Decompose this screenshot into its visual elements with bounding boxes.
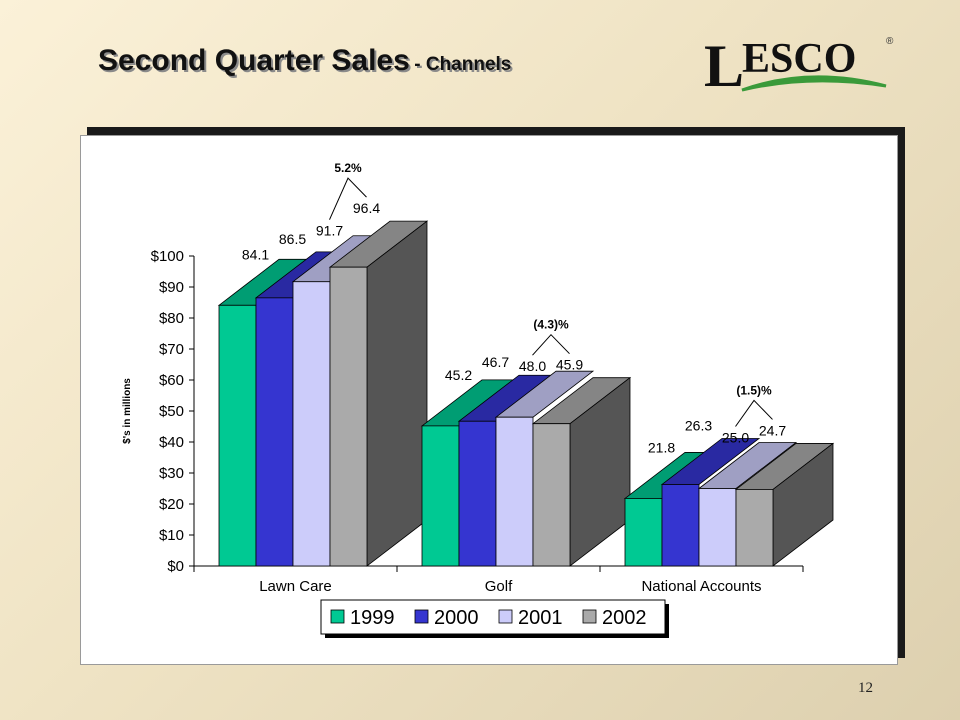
- data-label: 45.9: [556, 357, 583, 373]
- y-tick-label: $40: [159, 434, 184, 451]
- slide-title-main: Second Quarter Sales: [98, 44, 410, 77]
- slide-title: Second Quarter Sales - Channels: [98, 44, 511, 78]
- data-label: 26.3: [685, 417, 712, 433]
- bar: [698, 488, 737, 567]
- bar: [735, 489, 774, 567]
- legend-label: 2000: [434, 607, 479, 629]
- logo-initial: L: [704, 33, 744, 98]
- legend-label: 2002: [602, 607, 647, 629]
- bar: [218, 304, 257, 567]
- y-tick-label: $90: [159, 279, 184, 296]
- change-bracket: [735, 399, 773, 427]
- legend-swatch: [498, 609, 513, 624]
- data-label: 48.0: [519, 358, 546, 374]
- y-tick-label: $0: [167, 558, 184, 575]
- y-tick-label: $30: [159, 465, 184, 482]
- y-tick-label: $60: [159, 372, 184, 389]
- bar: [495, 416, 534, 567]
- x-tick-label: Lawn Care: [259, 578, 332, 595]
- y-axis-title: $'s in millions: [122, 378, 133, 444]
- data-label: 25.0: [722, 430, 749, 446]
- change-bracket: [532, 333, 570, 356]
- logo-wordmark: ESCO: [742, 36, 856, 82]
- legend-label: 2001: [518, 607, 563, 629]
- bar: [624, 498, 663, 567]
- data-label: 91.7: [316, 223, 343, 239]
- data-label: 21.8: [648, 439, 675, 455]
- bar-chart: $0 $10 $20 $30 $40 $50 $60 $70 $80 $90 $100 $'s in …: [122, 161, 835, 638]
- change-label: (4.3)%: [533, 318, 569, 332]
- page-number: 12: [858, 680, 873, 696]
- logo-registered-mark: ®: [886, 36, 894, 47]
- y-tick-label: $50: [159, 403, 184, 420]
- y-tick-label: $80: [159, 310, 184, 327]
- logo-swoosh: [741, 75, 887, 92]
- y-tick-label: $70: [159, 341, 184, 358]
- change-label: 5.2%: [334, 161, 362, 175]
- bar: [329, 266, 368, 567]
- data-label: 45.2: [445, 367, 472, 383]
- legend-swatch: [330, 609, 345, 624]
- bar-side-face: [366, 220, 428, 567]
- bar: [661, 484, 700, 567]
- data-label: 86.5: [279, 231, 306, 247]
- change-label: (1.5)%: [736, 383, 772, 397]
- bar: [421, 425, 460, 567]
- legend-swatch: [414, 609, 429, 624]
- bar: [458, 420, 497, 567]
- bar: [255, 297, 294, 567]
- y-tick-label: $20: [159, 496, 184, 513]
- y-tick-label: $100: [151, 248, 184, 265]
- y-tick-label: $10: [159, 527, 184, 544]
- change-bracket: [329, 177, 367, 220]
- legend-swatch: [582, 609, 597, 624]
- legend-label: 1999: [350, 607, 395, 629]
- legend-box: [320, 599, 666, 635]
- bar: [292, 281, 331, 567]
- x-tick-label: National Accounts: [641, 578, 761, 595]
- data-label: 24.7: [759, 422, 786, 438]
- data-label: 46.7: [482, 354, 509, 370]
- data-label: 96.4: [353, 200, 380, 216]
- x-tick-label: Golf: [485, 578, 513, 595]
- bar: [532, 423, 571, 567]
- lesco-logo: L ESCO ®: [704, 33, 894, 98]
- chart-panel: $0 $10 $20 $30 $40 $50 $60 $70 $80 $90 $100 $'s in …: [80, 135, 898, 665]
- slide-title-subtitle: - Channels: [414, 54, 512, 75]
- data-label: 84.1: [242, 246, 269, 262]
